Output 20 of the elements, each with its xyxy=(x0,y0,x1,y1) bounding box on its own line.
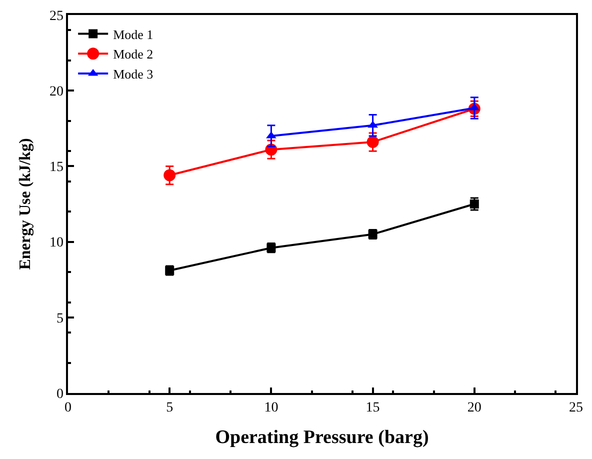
y-tick-label: 20 xyxy=(49,84,64,100)
y-tick-label: 10 xyxy=(49,236,64,251)
x-axis-title: Operating Pressure (barg) xyxy=(215,426,429,448)
point xyxy=(366,136,379,148)
legend-label: Mode 2 xyxy=(113,46,154,62)
x-tick-label: 25 xyxy=(569,400,583,416)
x-tick-label: 5 xyxy=(166,400,174,416)
x-tick-label: 15 xyxy=(366,400,380,416)
y-tick-label: 0 xyxy=(56,386,64,402)
point xyxy=(266,131,276,138)
y-tick-label: 5 xyxy=(56,311,64,326)
legend-label: Mode 3 xyxy=(113,66,154,82)
y-tick-label: 15 xyxy=(49,160,64,176)
x-tick-label: 20 xyxy=(467,400,482,416)
legend-label: Mode 1 xyxy=(113,26,154,42)
y-axis-title: Energy Use (kJ/kg) xyxy=(16,138,34,270)
point xyxy=(164,169,176,182)
x-tick-label: 10 xyxy=(264,400,278,416)
y-tick-label: 25 xyxy=(49,8,64,24)
point xyxy=(368,120,378,128)
